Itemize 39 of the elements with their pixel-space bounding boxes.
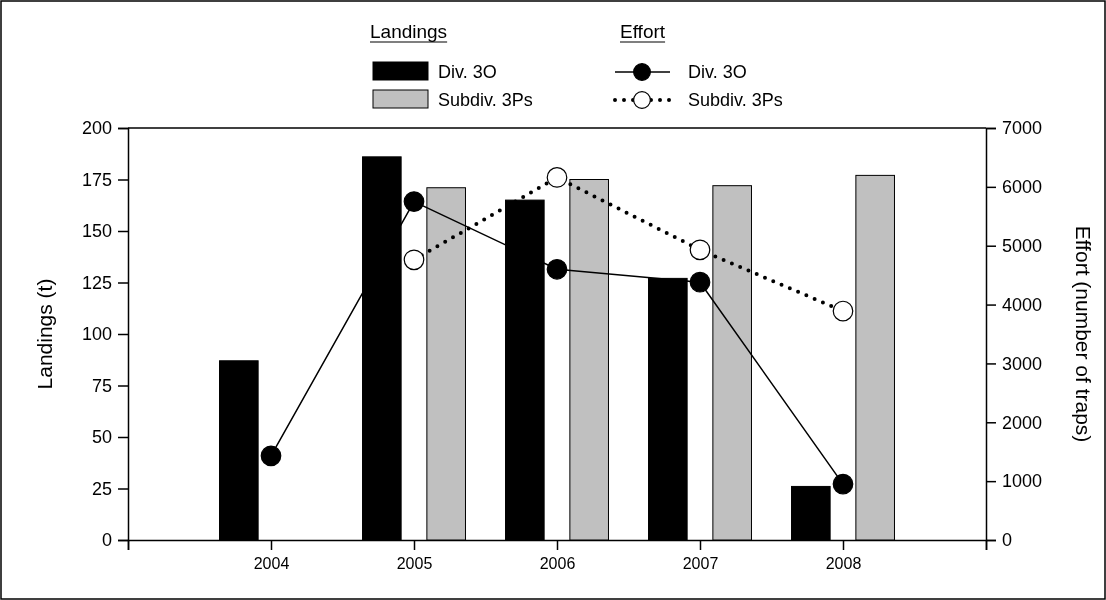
point	[546, 258, 568, 280]
y2-tick-label: 2000	[1002, 412, 1043, 433]
point	[689, 271, 711, 293]
y-tick-label: 50	[91, 427, 112, 448]
legend-label: Subdiv. 3Ps	[688, 90, 783, 110]
legend-label: Div. 3O	[688, 62, 747, 82]
y2-tick-label: 0	[1002, 530, 1013, 551]
y2-tick-label: 1000	[1002, 471, 1043, 492]
x-tick-label: 2004	[253, 555, 290, 573]
legend-label: Div. 3O	[438, 62, 497, 82]
point	[546, 167, 568, 188]
y-tick-label: 150	[81, 221, 112, 242]
y-tick-label: 125	[81, 272, 112, 293]
y2-tick-label: 7000	[1002, 118, 1043, 139]
y-tick-label: 75	[91, 375, 112, 396]
legend-label: Subdiv. 3Ps	[438, 90, 533, 110]
y-tick-label: 0	[101, 530, 112, 551]
text: Landings	[370, 21, 448, 42]
point	[260, 445, 282, 467]
text: Effort	[620, 21, 666, 42]
point	[832, 473, 854, 495]
y-tick-label: 25	[91, 478, 112, 499]
x-tick-label: 2008	[825, 555, 862, 573]
y-tick-label: 100	[81, 324, 112, 345]
y2-tick-label: 4000	[1002, 294, 1043, 315]
point	[689, 239, 711, 261]
point	[403, 249, 425, 271]
point	[403, 191, 425, 212]
y-tick-label: 175	[81, 169, 112, 190]
x-tick-label: 2007	[682, 555, 719, 573]
x-tick-label: 2006	[539, 555, 576, 573]
y-tick-label: 200	[81, 118, 112, 139]
y2-tick-label: 5000	[1002, 235, 1043, 256]
y2-axis-title: Effort (number of traps)	[1072, 225, 1095, 443]
y-axis-title: Landings (t)	[33, 278, 56, 390]
y2-tick-label: 3000	[1002, 353, 1043, 374]
point	[832, 300, 854, 322]
y2-tick-label: 6000	[1002, 177, 1043, 198]
x-tick-label: 2005	[396, 555, 433, 573]
